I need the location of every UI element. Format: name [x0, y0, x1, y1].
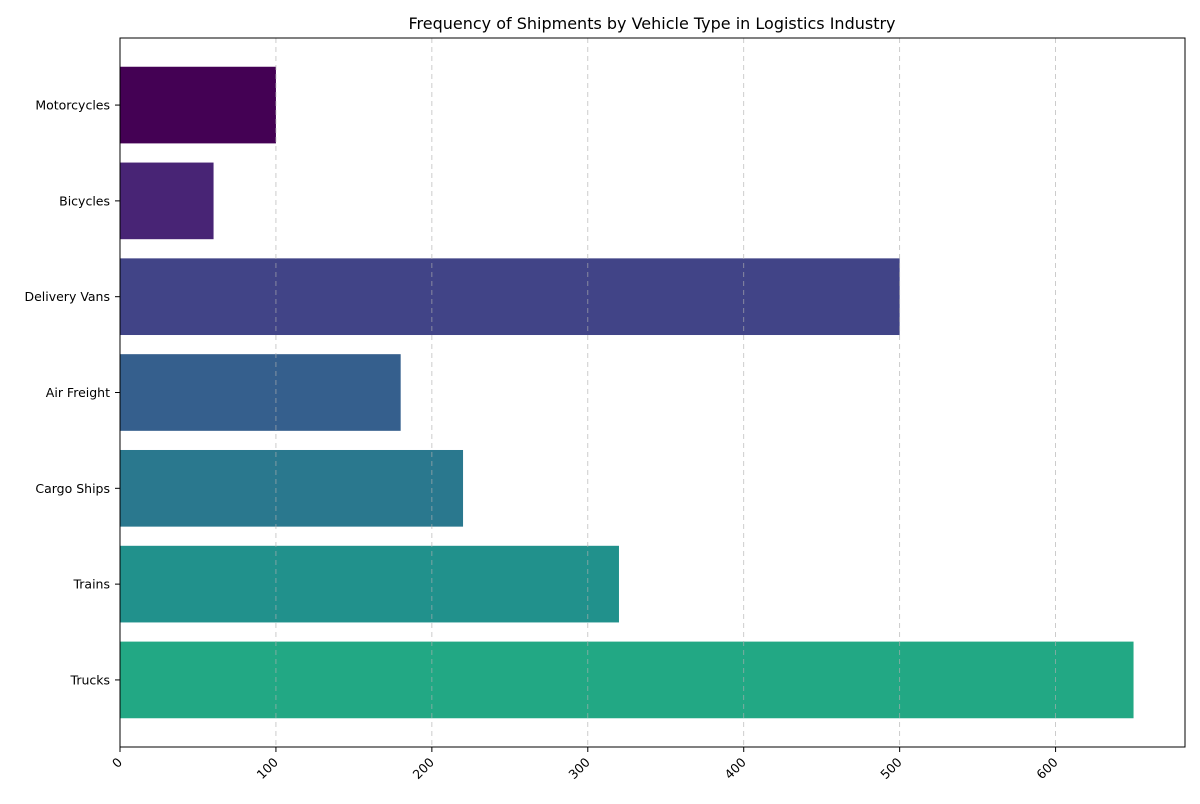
- y-tick-label: Motorcycles: [35, 98, 110, 113]
- y-tick-label: Trains: [72, 577, 110, 592]
- x-tick-label: 600: [1033, 754, 1061, 782]
- axes: [115, 37, 1186, 752]
- bar-trucks: [120, 641, 1134, 719]
- x-tick-label: 300: [565, 754, 593, 782]
- bar-motorcycles: [120, 66, 276, 144]
- grid-lines: [119, 38, 1056, 747]
- y-tick-label: Air Freight: [46, 385, 110, 400]
- x-tick-label: 400: [721, 754, 749, 782]
- y-tick-label: Delivery Vans: [24, 289, 110, 304]
- bar-air-freight: [120, 354, 401, 431]
- x-tick-label: 0: [109, 754, 125, 770]
- y-tick-label: Trucks: [70, 672, 110, 687]
- bars: [120, 66, 1134, 719]
- bar-bicycles: [120, 162, 214, 240]
- x-tick-label: 500: [877, 754, 905, 782]
- bar-delivery-vans: [120, 258, 900, 336]
- y-tick-label: Bicycles: [59, 193, 110, 208]
- bar-trains: [120, 545, 619, 623]
- bar-cargo-ships: [120, 449, 464, 527]
- x-tick-label: 100: [254, 754, 282, 782]
- y-tick-label: Cargo Ships: [35, 481, 110, 496]
- x-tick-label: 200: [410, 754, 438, 782]
- chart-title: Frequency of Shipments by Vehicle Type i…: [408, 14, 895, 33]
